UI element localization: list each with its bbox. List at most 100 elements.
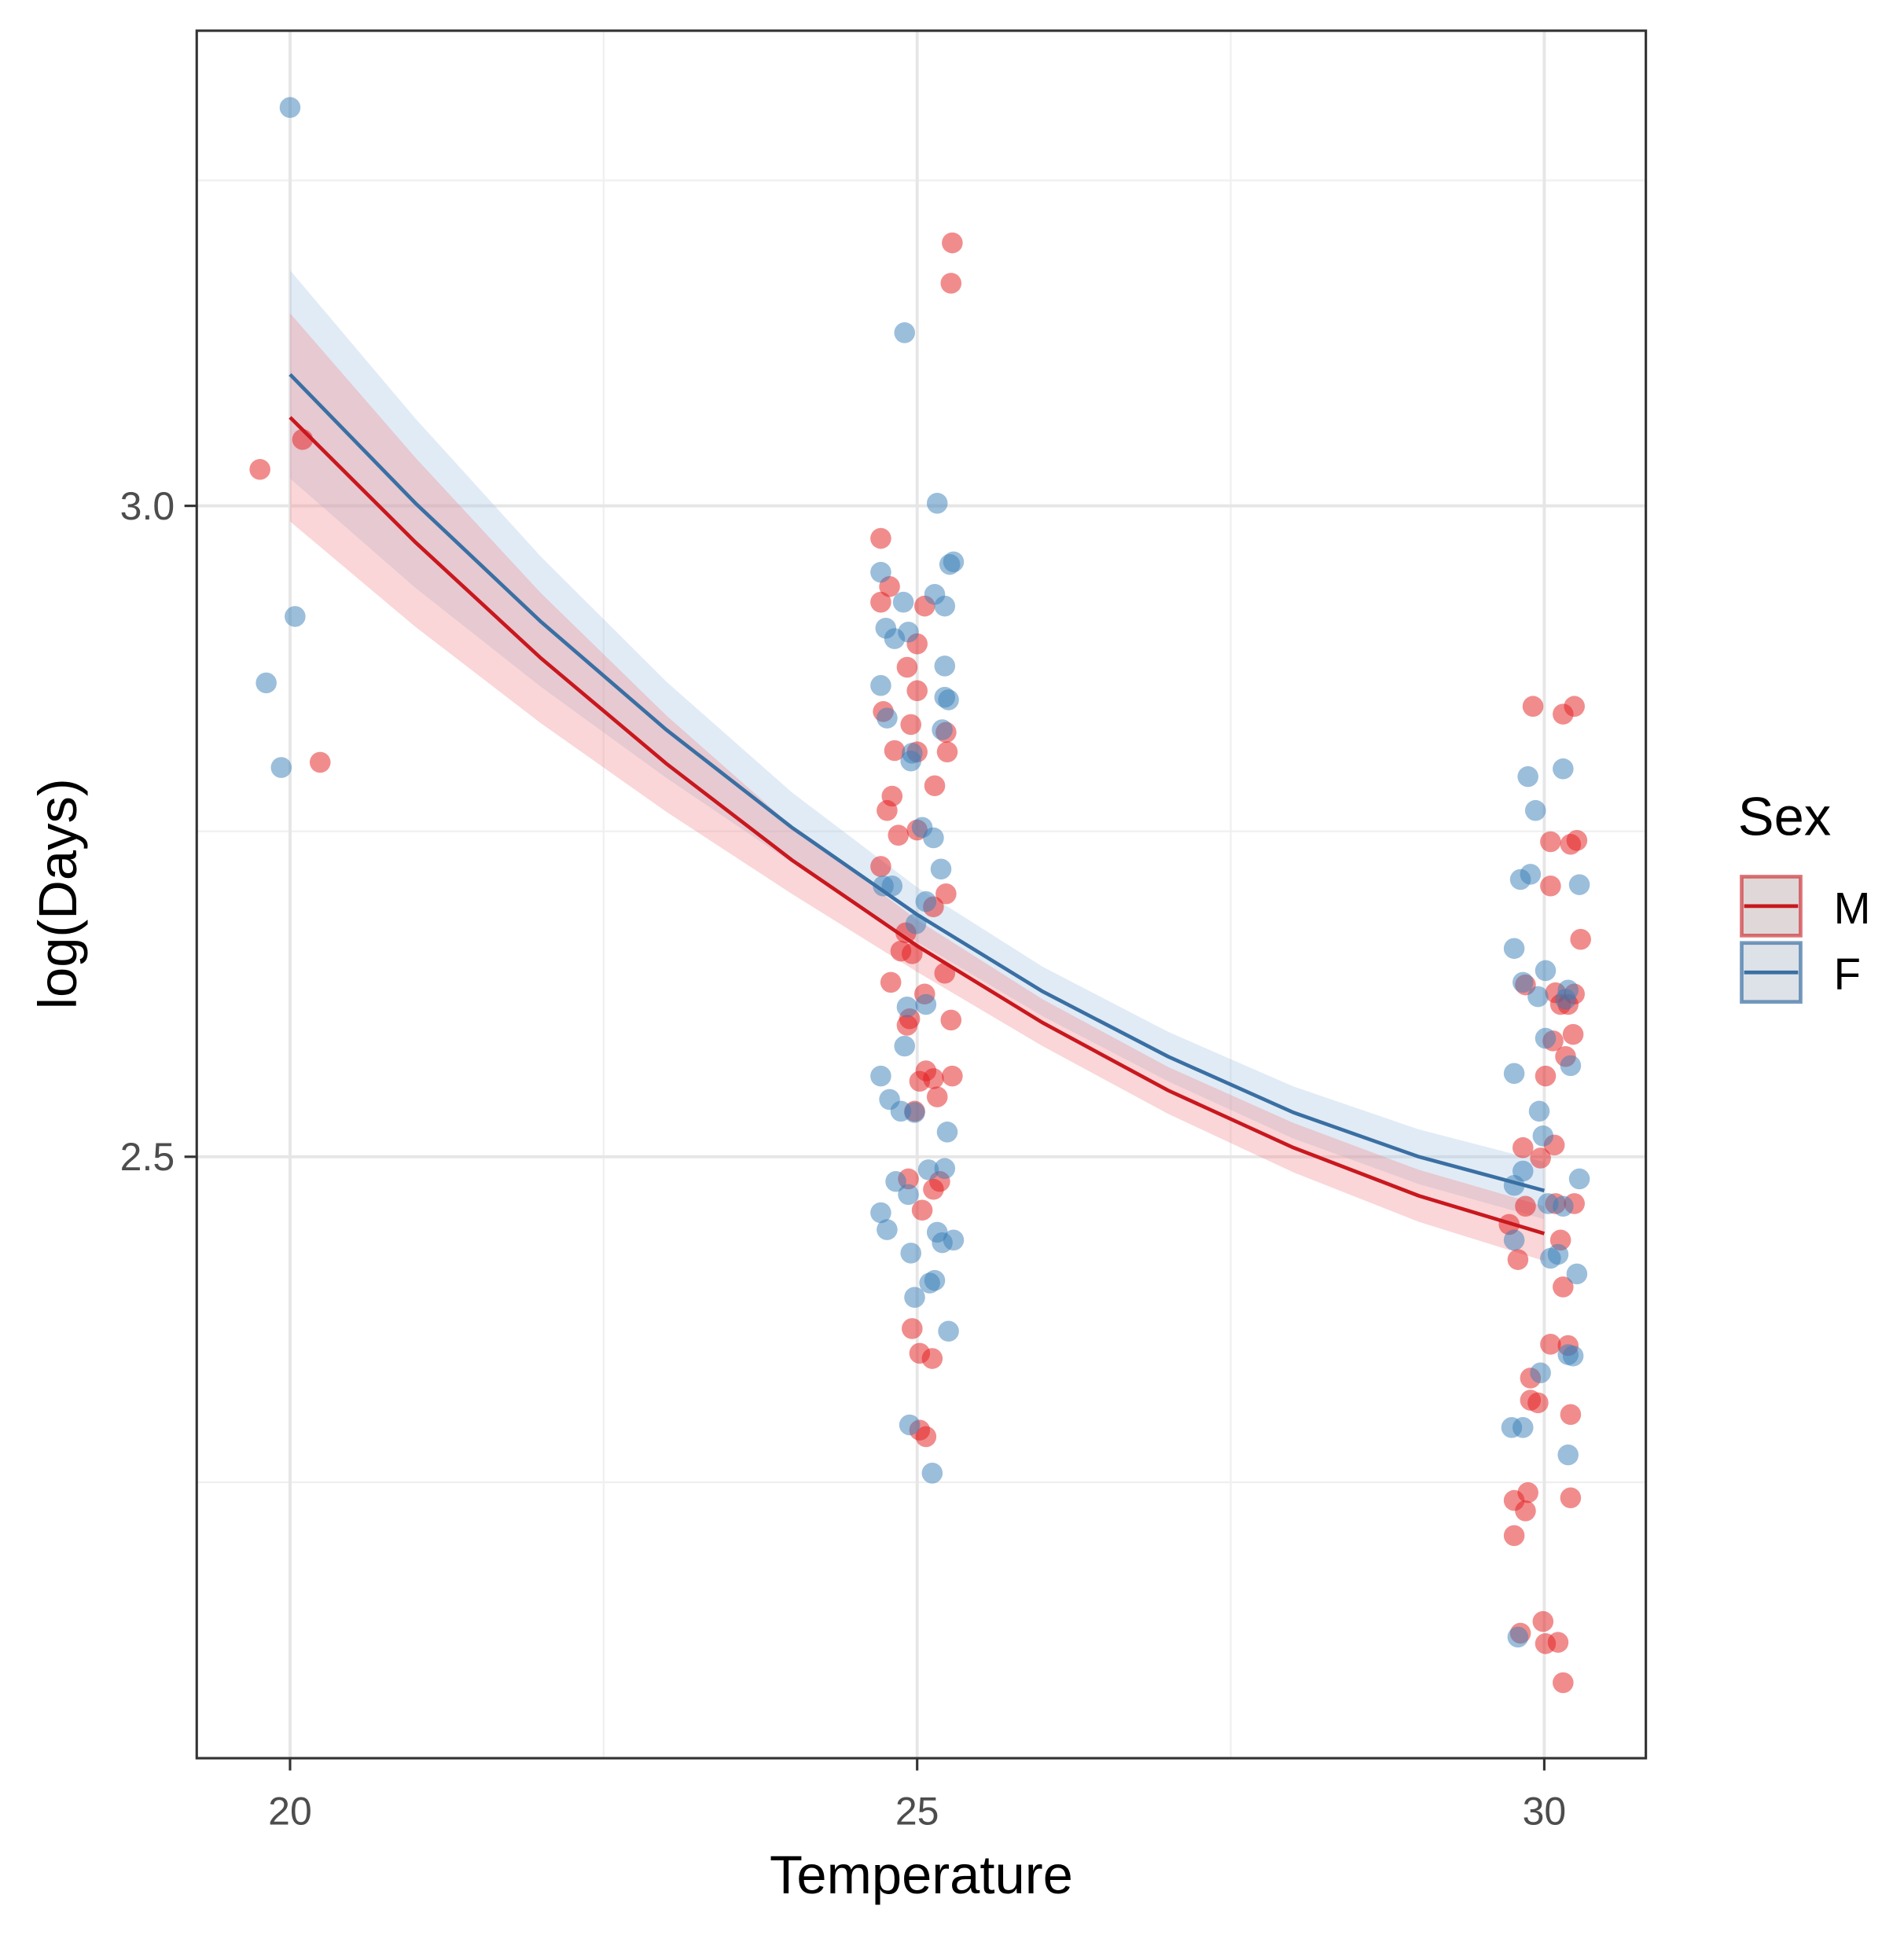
data-point-f xyxy=(1503,1229,1525,1251)
data-point-f xyxy=(1555,989,1576,1010)
data-point-m xyxy=(900,714,921,736)
data-point-m xyxy=(249,458,270,480)
data-point-m xyxy=(309,751,331,773)
data-point-f xyxy=(1553,1195,1574,1217)
points xyxy=(249,97,1591,1694)
data-point-f xyxy=(921,1463,943,1484)
data-point-f xyxy=(896,997,918,1018)
data-point-f xyxy=(1566,1263,1588,1285)
data-point-f xyxy=(932,719,953,740)
data-point-f xyxy=(1547,1243,1569,1265)
data-point-f xyxy=(1513,1417,1534,1438)
data-point-m xyxy=(1535,1065,1557,1087)
data-point-f xyxy=(1513,971,1534,993)
data-point-m xyxy=(902,943,923,964)
data-point-m xyxy=(1515,1195,1536,1217)
data-point-f xyxy=(904,1102,925,1123)
data-point-m xyxy=(935,883,957,905)
data-point-f xyxy=(1532,1125,1554,1147)
data-point-f xyxy=(1562,1345,1584,1367)
data-point-m xyxy=(924,775,946,797)
data-point-f xyxy=(1557,1444,1579,1466)
data-point-m xyxy=(1532,1610,1554,1632)
data-point-f xyxy=(279,97,301,119)
data-point-m xyxy=(906,680,928,702)
data-point-f xyxy=(1568,874,1590,895)
data-point-f xyxy=(915,993,937,1015)
data-point-f xyxy=(926,493,948,514)
data-point-f xyxy=(1517,766,1538,788)
data-point-m xyxy=(888,824,910,846)
legend-item-m: M xyxy=(1740,875,1871,938)
data-point-m xyxy=(1562,1023,1584,1045)
data-point-f xyxy=(923,827,944,849)
data-point-f xyxy=(270,757,292,778)
y-tick-label: 3.0 xyxy=(120,484,175,528)
data-point-m xyxy=(1564,696,1585,717)
data-point-f xyxy=(1527,986,1549,1008)
legend-label-f: F xyxy=(1834,949,1861,999)
data-point-f xyxy=(1528,1100,1550,1122)
data-point-m xyxy=(902,1318,923,1339)
data-point-f xyxy=(1520,864,1542,885)
data-point-m xyxy=(1515,1500,1536,1522)
data-point-f xyxy=(934,655,956,677)
data-point-m xyxy=(1553,1276,1574,1298)
data-point-m xyxy=(911,1199,933,1221)
data-point-f xyxy=(930,858,952,880)
data-point-m xyxy=(936,741,958,762)
data-point-f xyxy=(900,1243,921,1264)
data-point-f xyxy=(938,689,959,710)
data-point-f xyxy=(902,743,923,764)
data-point-f xyxy=(924,583,946,605)
data-point-m xyxy=(896,1015,918,1036)
data-point-m xyxy=(940,273,962,294)
data-point-m xyxy=(877,799,898,821)
data-point-m xyxy=(884,740,906,762)
legend: Sex M F xyxy=(1738,786,1871,1004)
data-point-m xyxy=(880,971,902,993)
data-point-m xyxy=(926,1086,948,1107)
legend-label-m: M xyxy=(1834,883,1871,933)
data-point-m xyxy=(870,527,891,549)
data-point-f xyxy=(877,1219,898,1240)
data-point-f xyxy=(1535,960,1557,982)
fit-lines xyxy=(289,373,1546,1236)
data-point-f xyxy=(917,1159,939,1180)
data-point-m xyxy=(1566,830,1588,851)
data-point-m xyxy=(1540,876,1561,897)
data-point-f xyxy=(870,1065,891,1087)
data-point-m xyxy=(870,856,891,877)
data-point-f xyxy=(881,876,903,897)
data-point-f xyxy=(1553,758,1574,780)
x-tick-label: 25 xyxy=(895,1789,939,1833)
data-point-f xyxy=(870,1202,891,1224)
data-point-f xyxy=(885,1170,906,1192)
data-point-f xyxy=(1503,1063,1525,1085)
data-point-m xyxy=(1553,1672,1574,1694)
data-point-m xyxy=(870,591,891,613)
data-point-f xyxy=(898,1184,919,1206)
data-point-m xyxy=(942,1065,963,1087)
plot-panel-border xyxy=(195,29,1648,1760)
data-point-f xyxy=(1530,1362,1551,1384)
data-point-f xyxy=(1535,1027,1557,1049)
data-point-f xyxy=(936,1122,958,1143)
x-axis: 20 25 30 xyxy=(268,1758,1566,1833)
data-point-m xyxy=(1530,1147,1551,1169)
data-point-f xyxy=(943,551,965,573)
data-point-f xyxy=(1568,1168,1590,1190)
data-point-f xyxy=(934,1158,956,1179)
data-point-f xyxy=(884,628,906,649)
y-axis-title: log(Days) xyxy=(28,778,88,1009)
data-point-m xyxy=(896,656,918,678)
data-point-f xyxy=(1524,799,1546,821)
data-point-m xyxy=(1540,1334,1561,1355)
data-point-f xyxy=(870,561,891,583)
data-point-f xyxy=(877,707,898,729)
data-point-m xyxy=(1560,1487,1582,1509)
data-point-f xyxy=(899,1414,921,1436)
x-tick-label: 30 xyxy=(1523,1789,1567,1833)
data-point-f xyxy=(938,1320,959,1342)
data-point-m xyxy=(1503,1525,1525,1547)
